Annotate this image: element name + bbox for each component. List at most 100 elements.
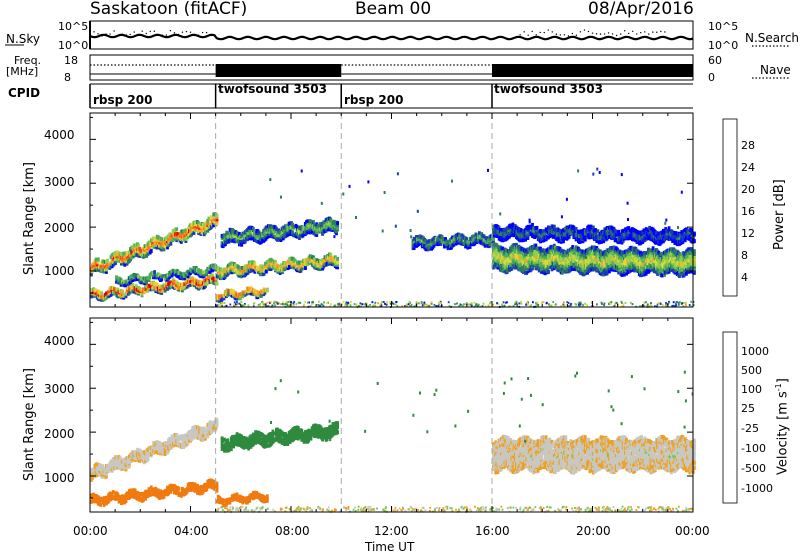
power-ground-speck xyxy=(482,302,485,305)
power-ground-speck xyxy=(650,305,653,307)
power-scatter-cell xyxy=(152,240,155,245)
power-scatter-cell xyxy=(526,235,530,240)
nsky-dot xyxy=(193,34,196,37)
power-ground-speck xyxy=(458,305,461,308)
power-ground-speck xyxy=(489,301,492,304)
power-scatter-cell xyxy=(298,265,302,270)
power-scatter-cell xyxy=(260,293,263,298)
power-scatter-cell xyxy=(498,228,502,232)
power-scatter-cell xyxy=(327,223,330,228)
power-ground-speck xyxy=(263,303,266,306)
power-scatter-cell xyxy=(579,256,583,261)
nsky-dot xyxy=(591,32,594,34)
nsky-dot xyxy=(133,31,135,33)
power-ground-speck xyxy=(276,302,279,305)
power-ground-speck xyxy=(563,301,565,304)
power-scatter-cell xyxy=(445,242,449,247)
power-scatter-cell xyxy=(106,258,109,263)
power-scatter-cell xyxy=(160,277,163,282)
power-ground-speck xyxy=(420,302,423,305)
power-scatter-cell xyxy=(672,233,676,238)
nsky-dot xyxy=(656,31,658,33)
power-ground-speck xyxy=(273,304,276,307)
power-ground-speck xyxy=(537,305,539,308)
power-scatter-cell xyxy=(636,249,640,254)
power-scatter-cell xyxy=(582,252,586,256)
power-scatter-cell xyxy=(656,271,659,276)
power-ground-speck xyxy=(346,303,349,306)
power-scatter-cell xyxy=(200,228,204,233)
power-ground-speck xyxy=(223,305,226,308)
power-ground-speck xyxy=(347,301,350,304)
power-scatter-cell xyxy=(168,238,172,243)
power-scatter-cell xyxy=(412,239,416,244)
power-scatter-cell xyxy=(169,241,173,246)
power-scatter-cell xyxy=(655,252,658,257)
power-ground-speck xyxy=(380,305,383,307)
power-scatter-cell xyxy=(197,221,200,226)
power-ground-speck xyxy=(337,303,339,306)
power-ground-speck xyxy=(643,304,646,307)
power-scatter-cell xyxy=(648,225,651,230)
power-scatter-cell xyxy=(492,224,495,229)
power-scatter-cell xyxy=(512,243,516,248)
power-scatter-cell xyxy=(600,250,603,255)
power-scatter-cell xyxy=(557,235,561,240)
power-scatter-cell xyxy=(191,227,195,232)
power-ground-speck xyxy=(566,301,569,304)
nsky-dot xyxy=(169,29,172,32)
power-ground-speck xyxy=(609,302,612,305)
power-scatter-cell xyxy=(693,268,696,273)
power-scatter-cell xyxy=(192,231,196,235)
power-isolated-dot xyxy=(396,172,399,176)
power-scatter-cell xyxy=(572,253,576,258)
power-ground-speck xyxy=(221,304,223,307)
power-scatter-cell xyxy=(287,227,291,232)
power-isolated-dot xyxy=(409,229,412,232)
power-ground-speck xyxy=(262,304,265,307)
power-ground-speck xyxy=(590,301,593,304)
power-ground-speck xyxy=(219,303,222,306)
power-scatter-cell xyxy=(458,233,461,238)
power-scatter-cell xyxy=(644,227,648,232)
power-scatter-cell xyxy=(591,225,595,230)
nsky-dot xyxy=(535,34,537,36)
power-scatter-cell xyxy=(688,253,692,258)
power-scatter-cell xyxy=(689,261,693,266)
power-ground-speck xyxy=(275,301,278,304)
nsky-dot xyxy=(113,30,115,32)
power-ground-speck xyxy=(463,303,465,306)
power-ground-speck xyxy=(292,302,295,305)
power-scatter-cell xyxy=(492,239,495,244)
nsky-dot xyxy=(595,33,598,35)
power-ground-speck xyxy=(407,303,410,306)
power-ground-speck xyxy=(278,302,280,305)
power-ground-speck xyxy=(515,300,518,303)
power-ground-speck xyxy=(408,300,411,303)
power-scatter-cell xyxy=(504,248,508,253)
power-ground-speck xyxy=(217,303,220,306)
power-ground-speck xyxy=(456,302,458,305)
power-isolated-dot xyxy=(677,226,679,229)
power-ground-speck xyxy=(219,302,222,305)
power-scatter-cell xyxy=(215,276,219,281)
power-scatter-cell xyxy=(534,243,538,248)
power-ground-speck xyxy=(567,304,570,307)
power-scatter-cell xyxy=(162,247,166,252)
power-scatter-cell xyxy=(533,259,537,264)
power-ground-speck xyxy=(658,302,660,304)
power-ground-speck xyxy=(371,301,374,304)
power-ground-speck xyxy=(639,305,641,308)
power-scatter-cell xyxy=(253,269,257,274)
power-scatter-cell xyxy=(308,261,312,266)
power-ground-speck xyxy=(293,300,296,303)
power-scatter-cell xyxy=(675,252,679,257)
power-scatter-cell xyxy=(243,239,247,244)
power-ground-speck xyxy=(535,304,538,307)
power-ground-speck xyxy=(684,301,687,304)
power-ground-speck xyxy=(360,305,362,308)
power-scatter-cell xyxy=(574,227,578,231)
power-scatter-cell xyxy=(160,237,164,242)
power-scatter-cell xyxy=(567,234,571,239)
